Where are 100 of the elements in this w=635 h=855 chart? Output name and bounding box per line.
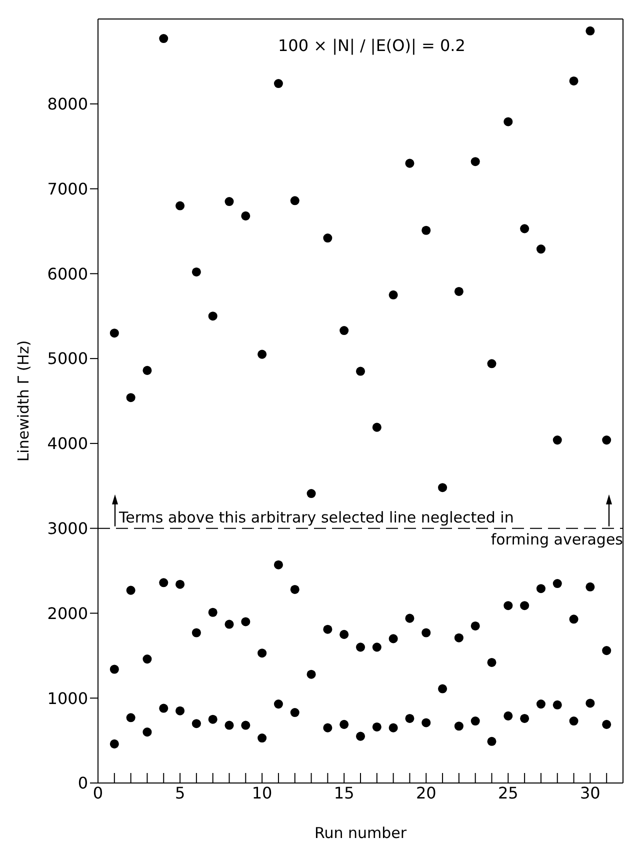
- x-tick-label: 30: [580, 783, 600, 802]
- point: [372, 642, 382, 652]
- point: [602, 436, 612, 445]
- point: [258, 648, 267, 658]
- point: [405, 158, 414, 168]
- point: [110, 328, 119, 338]
- point: [290, 584, 300, 594]
- point: [306, 670, 316, 679]
- point: [208, 608, 218, 617]
- y-tick-label: 8000: [47, 94, 88, 114]
- point: [323, 624, 332, 634]
- y-axis-title: Linewidth Γ (Hz): [14, 340, 32, 462]
- point: [586, 698, 595, 708]
- point: [208, 714, 218, 724]
- point: [142, 366, 152, 375]
- point: [110, 664, 119, 674]
- point: [323, 723, 332, 732]
- x-tick-label: 10: [252, 783, 272, 802]
- point: [274, 700, 283, 709]
- point: [536, 700, 546, 709]
- point: [159, 578, 168, 588]
- point: [340, 630, 349, 639]
- point: [224, 197, 234, 206]
- point: [422, 628, 431, 638]
- point: [224, 620, 234, 629]
- point: [520, 224, 530, 234]
- point: [290, 196, 300, 206]
- point: [208, 312, 218, 321]
- point: [340, 720, 349, 729]
- point: [372, 722, 382, 732]
- point: [356, 366, 366, 376]
- x-tick-label: 15: [334, 783, 354, 802]
- y-tick-label: 5000: [47, 349, 88, 368]
- point: [126, 713, 136, 722]
- point: [258, 350, 267, 359]
- point: [126, 393, 136, 402]
- point: [520, 714, 530, 723]
- point: [356, 732, 366, 741]
- point: [274, 79, 283, 88]
- point: [536, 244, 546, 254]
- point: [356, 642, 366, 652]
- point: [110, 739, 119, 748]
- point: [258, 734, 267, 743]
- point: [586, 26, 595, 36]
- point: [569, 716, 578, 726]
- point: [241, 720, 250, 730]
- y-tick-label: 2000: [47, 604, 88, 623]
- point: [176, 580, 185, 589]
- point: [142, 728, 152, 737]
- point: [192, 267, 201, 276]
- point: [520, 601, 530, 610]
- point: [405, 714, 414, 723]
- x-tick-label: 20: [416, 783, 436, 802]
- point: [323, 234, 332, 243]
- point: [504, 117, 513, 126]
- point: [224, 720, 234, 730]
- point: [126, 586, 136, 595]
- point: [422, 718, 431, 728]
- x-tick-label: 5: [174, 783, 186, 802]
- point: [470, 621, 480, 630]
- y-tick-label: 1000: [47, 688, 88, 708]
- point: [552, 579, 562, 588]
- y-tick-label: 4000: [47, 434, 88, 454]
- point: [487, 359, 496, 368]
- annotation: 100 × |N| / |E(O)| = 0.2: [278, 36, 466, 55]
- point: [602, 720, 612, 729]
- point: [388, 634, 398, 644]
- point: [241, 617, 250, 626]
- point: [159, 34, 168, 44]
- point: [192, 719, 201, 728]
- x-tick-label: 0: [92, 783, 104, 802]
- point: [438, 483, 448, 492]
- y-tick-label: 6000: [47, 264, 88, 284]
- point: [602, 646, 612, 656]
- point: [487, 736, 496, 746]
- point: [405, 614, 414, 623]
- point: [470, 157, 480, 166]
- point: [241, 211, 250, 220]
- point: [586, 582, 595, 592]
- point: [454, 722, 464, 731]
- point: [176, 201, 185, 210]
- point: [504, 601, 513, 610]
- point: [176, 706, 185, 716]
- point: [372, 422, 382, 432]
- point: [454, 286, 464, 296]
- point: [552, 436, 562, 445]
- point: [536, 584, 546, 594]
- point: [306, 489, 316, 498]
- point: [569, 614, 578, 624]
- point: [290, 708, 300, 718]
- x-axis-title: Run number: [314, 824, 408, 842]
- point: [422, 226, 431, 235]
- point: [159, 704, 168, 713]
- point: [569, 76, 578, 86]
- point: [388, 723, 398, 732]
- point: [504, 711, 513, 720]
- point: [487, 658, 496, 667]
- y-tick-label: 3000: [47, 519, 88, 538]
- point: [454, 633, 464, 642]
- x-tick-label: 25: [498, 783, 518, 802]
